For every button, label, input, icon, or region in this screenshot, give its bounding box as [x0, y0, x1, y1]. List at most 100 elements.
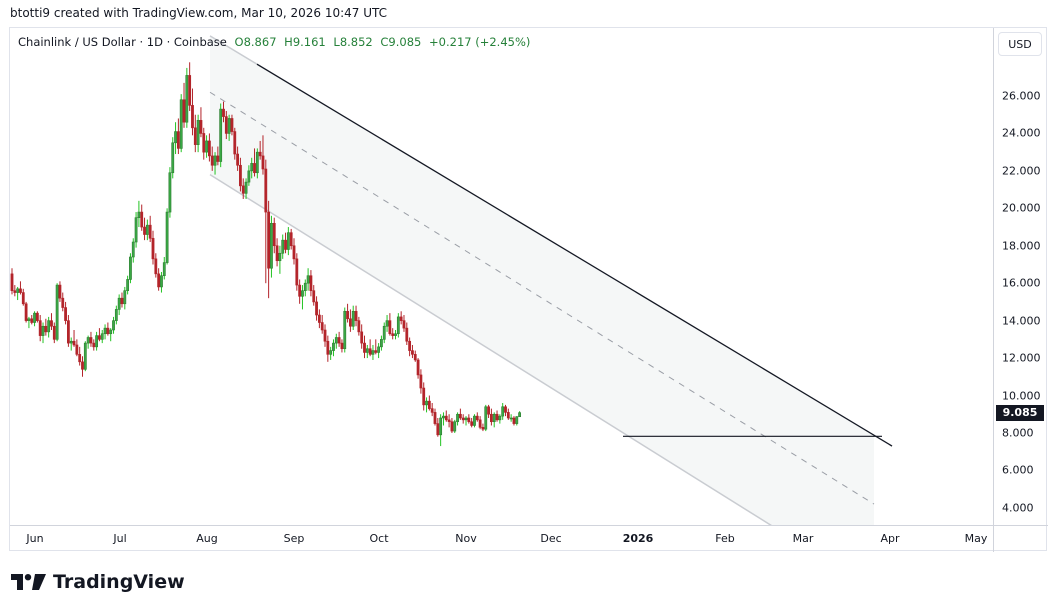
candle-body: [69, 340, 73, 344]
candle-body: [250, 163, 254, 172]
candle-body: [236, 153, 240, 166]
price-tick: 24.000: [1002, 126, 1041, 140]
time-tick: 2026: [622, 532, 654, 545]
candle-body: [439, 417, 443, 436]
price-tick: 14.000: [1002, 314, 1041, 328]
candle-body: [100, 333, 104, 340]
candle-body: [38, 320, 42, 336]
candle-body: [112, 320, 115, 331]
price-tick: 18.000: [1002, 239, 1041, 253]
candle-body: [148, 224, 152, 239]
candle-body: [348, 318, 352, 327]
candle-body: [176, 131, 180, 149]
candle-body: [129, 256, 132, 280]
currency-button[interactable]: USD: [998, 32, 1042, 56]
candle-body: [340, 342, 344, 350]
candle-body: [140, 211, 144, 228]
candle-body: [453, 421, 457, 432]
ohlc-change: +0.217 (+2.45%): [429, 35, 531, 49]
candle-body: [478, 419, 482, 428]
candle-body: [481, 427, 485, 430]
candle-body: [306, 275, 310, 284]
candle-body: [196, 120, 200, 145]
candle-body: [83, 342, 87, 370]
candle-body: [126, 279, 130, 291]
candle-body: [450, 421, 454, 432]
channel-mid-line: [209, 91, 875, 505]
candle-body: [185, 75, 189, 123]
candle-body: [145, 224, 149, 235]
candle-body: [95, 335, 99, 348]
chart-frame: Chainlink / US Dollar · 1D · Coinbase O8…: [9, 27, 1048, 552]
plot-area[interactable]: Chainlink / US Dollar · 1D · Coinbase O8…: [10, 28, 993, 525]
candle-body: [298, 284, 302, 297]
candle-body: [334, 337, 338, 344]
candle-body: [267, 211, 271, 269]
candle-body: [10, 273, 14, 291]
candle-body: [174, 131, 177, 144]
candle-body: [295, 258, 299, 286]
channel-lower-line: [209, 173, 772, 525]
candle-body: [30, 318, 34, 323]
time-tick: Mar: [792, 532, 814, 545]
candle-body: [385, 320, 389, 327]
candle-body: [33, 312, 36, 323]
candle-body: [120, 297, 124, 305]
candle-body: [473, 415, 476, 426]
candle-body: [492, 413, 496, 423]
candle-body: [160, 275, 163, 288]
candle-body: [72, 340, 76, 346]
candle-body: [41, 325, 45, 336]
candle-body: [498, 415, 502, 421]
candle-body: [286, 232, 290, 250]
symbol-title[interactable]: Chainlink / US Dollar · 1D · Coinbase: [18, 35, 227, 49]
candle-body: [64, 307, 67, 321]
price-tick: 4.000: [1002, 501, 1034, 515]
candle-body: [363, 342, 366, 353]
time-tick: Jul: [113, 532, 127, 545]
candle-body: [501, 406, 505, 417]
candle-body: [253, 163, 256, 174]
candle-body: [337, 337, 341, 344]
candle-body: [258, 151, 262, 157]
candle-body: [416, 359, 420, 376]
price-axis[interactable]: USD 26.000 24.000 22.000 20.000 18.000 16.000…: [993, 28, 1048, 525]
candle-body: [309, 275, 313, 291]
candle-body: [210, 155, 214, 166]
candle-body: [182, 99, 186, 123]
candle-body: [281, 239, 285, 254]
candle-body: [151, 237, 155, 260]
candle-body: [188, 75, 192, 106]
candle-body: [515, 416, 519, 424]
candle-body: [171, 142, 175, 174]
candle-body: [413, 354, 417, 361]
candle-body: [509, 417, 513, 420]
candle-body: [518, 412, 522, 418]
candle-body: [275, 245, 279, 262]
candle-body: [61, 297, 65, 308]
candle-body: [66, 320, 70, 344]
candle-body: [224, 116, 228, 134]
time-tick: Oct: [369, 532, 389, 545]
candle-body: [332, 342, 335, 351]
time-tick: Aug: [196, 532, 218, 545]
candle-body: [216, 155, 220, 162]
time-axis[interactable]: Jun Jul Aug Sep Oct Nov Dec 2026 Feb Mar Apr May: [10, 525, 993, 552]
candle-body: [255, 151, 259, 174]
candle-body: [213, 155, 217, 166]
candle-body: [89, 337, 93, 344]
price-tick: 22.000: [1002, 164, 1041, 178]
candle-body: [394, 333, 397, 336]
candle-body: [396, 316, 400, 335]
candle-body: [109, 329, 113, 335]
candle-body: [191, 105, 194, 129]
candle-body: [427, 400, 431, 409]
candle-body: [47, 320, 51, 333]
candle-body: [205, 140, 208, 153]
tradingview-logo-icon: [11, 574, 46, 590]
price-tick: 10.000: [1002, 389, 1041, 403]
candle-body: [391, 333, 395, 336]
candle-body: [442, 415, 445, 419]
candle-body: [320, 322, 324, 331]
candle-body: [380, 339, 383, 348]
